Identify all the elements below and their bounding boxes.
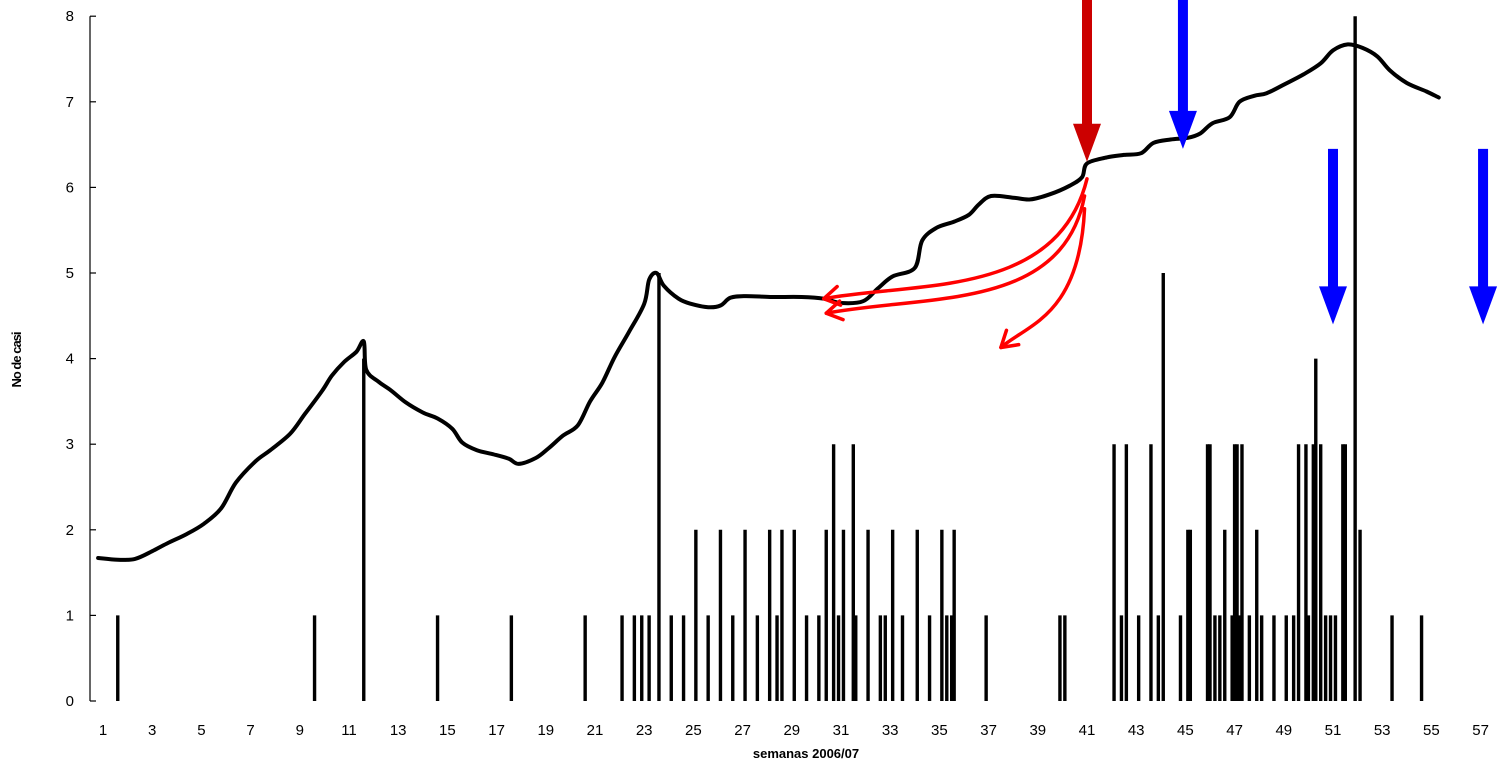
x-tick-label: 47	[1226, 722, 1243, 739]
curved-arrow	[999, 207, 1087, 350]
y-tick-label: 4	[66, 351, 74, 368]
annotation-arrows	[822, 0, 1498, 350]
x-tick-label: 7	[246, 722, 254, 739]
down-arrow	[1469, 148, 1498, 325]
x-tick-label: 5	[197, 722, 205, 739]
y-tick-label: 5	[66, 265, 74, 282]
y-tick-label: 0	[66, 693, 74, 710]
curve-series	[96, 42, 1441, 562]
x-tick-label: 35	[931, 722, 948, 739]
x-tick-label: 17	[488, 722, 505, 739]
x-tick-label: 51	[1325, 722, 1342, 739]
y-tick-label: 7	[66, 94, 74, 111]
x-tick-label: 3	[148, 722, 156, 739]
x-tick-label: 13	[390, 722, 407, 739]
x-tick-label: 57	[1472, 722, 1489, 739]
down-arrow	[1319, 148, 1347, 325]
x-tick-label: 25	[685, 722, 702, 739]
x-tick-label: 1	[99, 722, 107, 739]
y-axis: 0 1 2 3 4 5 6 7 8	[66, 8, 96, 710]
x-tick-label: 11	[341, 722, 357, 739]
down-arrow	[1168, 0, 1197, 149]
down-arrow	[1073, 0, 1101, 162]
x-tick-label: 15	[439, 722, 456, 739]
y-tick-label: 6	[66, 179, 74, 196]
x-tick-label: 33	[882, 722, 899, 739]
x-tick-label: 23	[636, 722, 653, 739]
x-tick-label: 9	[296, 722, 304, 739]
curved-arrow-head	[824, 299, 845, 322]
x-tick-label: 31	[833, 722, 850, 739]
x-tick-label: 27	[734, 722, 751, 739]
x-tick-label: 21	[587, 722, 604, 739]
y-axis-label: No de casi	[9, 332, 24, 387]
x-axis-label: semanas 2006/07	[753, 746, 859, 761]
x-tick-label: 39	[1029, 722, 1046, 739]
x-tick-label: 37	[980, 722, 997, 739]
y-tick-label: 2	[66, 522, 74, 539]
curved-arrow-head	[822, 284, 843, 307]
x-axis-ticks: 1 3 5 7 9 11 13 15 17 19 21 23 25 27 29 31 33 35 37 39 41 43 4…	[99, 722, 1489, 739]
curve-line	[96, 42, 1441, 562]
y-tick-label: 8	[66, 8, 74, 25]
x-tick-label: 55	[1423, 722, 1440, 739]
curved-arrow-head	[999, 328, 1021, 350]
y-tick-label: 1	[66, 607, 74, 624]
y-tick-label: 3	[66, 436, 74, 453]
x-tick-label: 43	[1128, 722, 1145, 739]
x-tick-label: 41	[1079, 722, 1096, 739]
curved-arrow	[824, 194, 1087, 315]
x-tick-label: 53	[1374, 722, 1391, 739]
x-tick-label: 19	[537, 722, 554, 739]
curved-arrow	[822, 177, 1089, 301]
bar-series	[116, 16, 1424, 701]
x-tick-label: 45	[1177, 722, 1194, 739]
x-tick-label: 29	[783, 722, 800, 739]
x-tick-label: 49	[1275, 722, 1292, 739]
